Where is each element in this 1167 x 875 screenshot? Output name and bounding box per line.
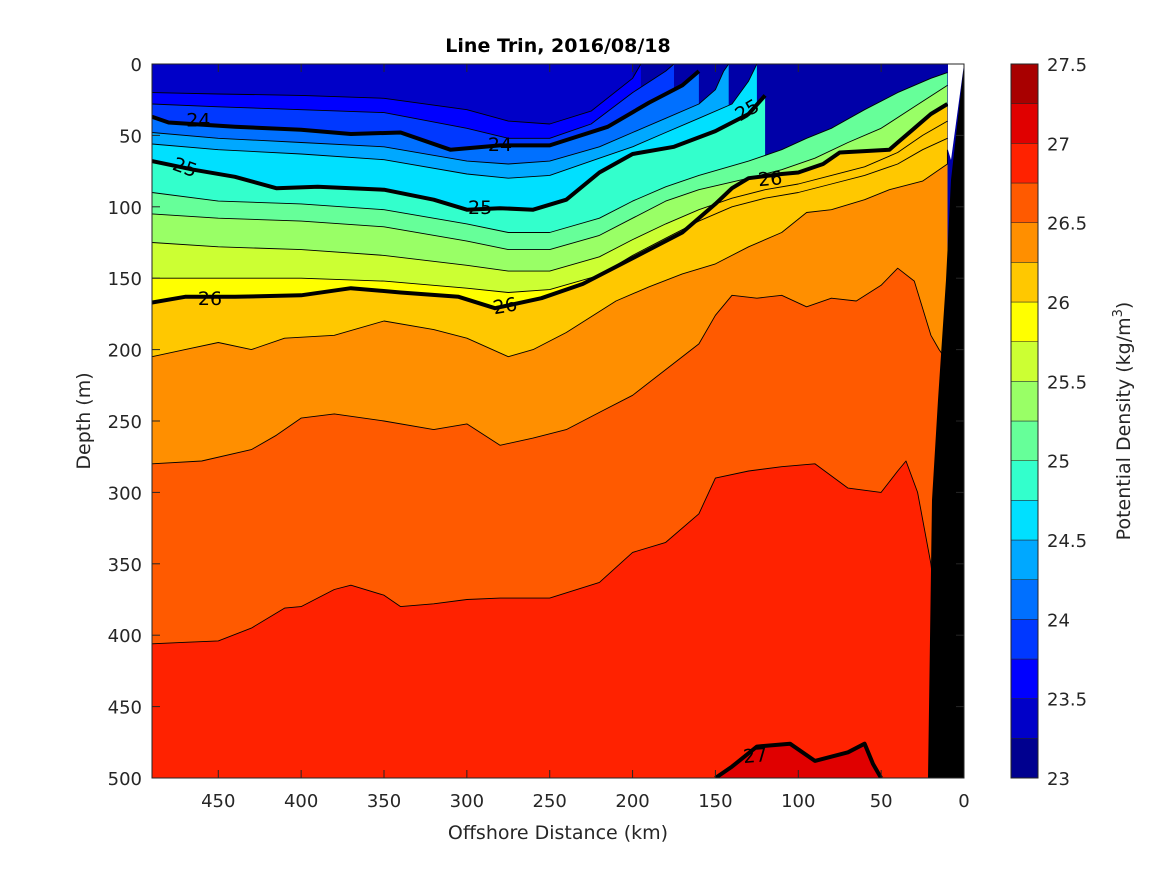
contour-line-14 <box>152 460 935 645</box>
colorbar-cell <box>1010 579 1039 620</box>
contour-line-12 <box>152 149 948 358</box>
colorbar-label: Potential Density (kg/m3) <box>1111 302 1135 541</box>
contour-lines <box>152 64 949 778</box>
contour-line-15 <box>714 741 883 778</box>
colorbar-ticks: 23 23.5 24 24.5 25 25.5 26 26.5 27 27.5 <box>1047 55 1087 790</box>
nodata-wedge <box>948 64 964 160</box>
contour-label-3-1: 24 <box>488 134 512 156</box>
contour-line-4 <box>152 64 730 165</box>
contour-band-14 <box>152 461 935 778</box>
x-tick-label: 400 <box>284 791 318 812</box>
colorbar-tick-label: 25 <box>1047 452 1070 473</box>
colorbar-cells <box>1010 63 1039 779</box>
colorbar-label-main: Potential Density (kg/m <box>1113 317 1135 540</box>
y-tick-label: 50 <box>119 126 142 147</box>
colorbar-label-superscript: 3 <box>1111 309 1126 317</box>
contour-band-15 <box>715 743 882 778</box>
y-axis-label: Depth (m) <box>73 372 95 469</box>
y-tick-label: 400 <box>108 626 142 647</box>
contour-label-3-0: 24 <box>186 110 210 132</box>
colorbar-cell <box>1010 143 1039 184</box>
contour-label-15-0: 27 <box>742 744 768 768</box>
colorbar-cell <box>1010 182 1039 223</box>
contour-line-1 <box>152 64 642 125</box>
colorbar-frame <box>1010 63 1039 779</box>
colorbar-label-end: ) <box>1113 302 1135 309</box>
colorbar-cell <box>1010 658 1039 699</box>
colorbar-tick-label: 24.5 <box>1047 531 1087 552</box>
contour-line-3 <box>152 69 701 152</box>
x-axis-ticks: 450 400 350 300 250 200 150 100 50 0 <box>201 64 970 812</box>
y-tick-label: 100 <box>108 198 142 219</box>
contour-bands <box>152 64 964 778</box>
colorbar-cell <box>1010 698 1039 739</box>
contour-line-10 <box>152 137 948 293</box>
contour-line-13 <box>152 267 945 465</box>
x-tick-label: 450 <box>201 791 235 812</box>
x-tick-label: 350 <box>367 791 401 812</box>
y-tick-label: 300 <box>108 483 142 504</box>
colorbar-tick-label: 23 <box>1047 769 1070 790</box>
y-tick-label: 350 <box>108 555 142 576</box>
x-tick-label: 100 <box>781 791 815 812</box>
contour-label-11-2: 26 <box>757 167 783 191</box>
contour-line-9 <box>152 120 948 272</box>
colorbar-cell <box>1010 301 1039 342</box>
y-tick-label: 250 <box>108 412 142 433</box>
x-tick-label: 0 <box>958 791 969 812</box>
x-tick-label: 250 <box>533 791 567 812</box>
colorbar-cell <box>1010 460 1039 501</box>
contour-line-5 <box>152 64 758 179</box>
x-axis-label: Offshore Distance (km) <box>448 822 668 844</box>
colorbar-tick-label: 27 <box>1047 134 1070 155</box>
y-axis-ticks: 0 50 100 150 200 250 300 350 400 450 500 <box>108 55 964 790</box>
x-tick-label: 200 <box>615 791 649 812</box>
colorbar-tick-label: 23.5 <box>1047 690 1087 711</box>
y-tick-label: 200 <box>108 341 142 362</box>
colorbar-cell <box>1010 500 1039 541</box>
colorbar-cell <box>1010 619 1039 660</box>
x-tick-label: 50 <box>870 791 893 812</box>
colorbar-tick-label: 26.5 <box>1047 214 1087 235</box>
x-tick-label: 150 <box>698 791 732 812</box>
colorbar-tick-label: 24 <box>1047 610 1070 631</box>
colorbar-cell <box>1010 262 1039 303</box>
contour-label-11-1: 26 <box>491 293 519 319</box>
colorbar-tick-label: 27.5 <box>1047 55 1087 76</box>
seafloor-mask <box>928 64 964 778</box>
colorbar-tick-label: 26 <box>1047 293 1070 314</box>
contour-line-2 <box>152 64 675 139</box>
y-tick-label: 500 <box>108 769 142 790</box>
y-tick-label: 0 <box>131 55 142 76</box>
contour-label-6-1: 25 <box>468 197 492 219</box>
colorbar-cell <box>1010 103 1039 144</box>
chart-title: Line Trin, 2016/08/18 <box>445 35 670 57</box>
contour-line-11 <box>152 102 949 311</box>
contour-line-8 <box>152 85 948 251</box>
colorbar-cell <box>1010 420 1039 461</box>
colorbar-cell <box>1010 539 1039 580</box>
colorbar-cell <box>1010 222 1039 263</box>
colorbar: 23 23.5 24 24.5 25 25.5 26 26.5 27 27.5 Potential… <box>1010 55 1135 790</box>
contour-line-7 <box>152 72 948 233</box>
colorbar-cell <box>1010 63 1039 104</box>
contour-line-6 <box>152 94 767 212</box>
y-tick-label: 450 <box>108 698 142 719</box>
x-tick-label: 300 <box>450 791 484 812</box>
contour-label-11-0: 26 <box>198 288 222 310</box>
colorbar-cell <box>1010 341 1039 382</box>
colorbar-cell <box>1010 381 1039 422</box>
y-tick-label: 150 <box>108 269 142 290</box>
colorbar-cell <box>1010 738 1039 779</box>
colorbar-tick-label: 25.5 <box>1047 372 1087 393</box>
